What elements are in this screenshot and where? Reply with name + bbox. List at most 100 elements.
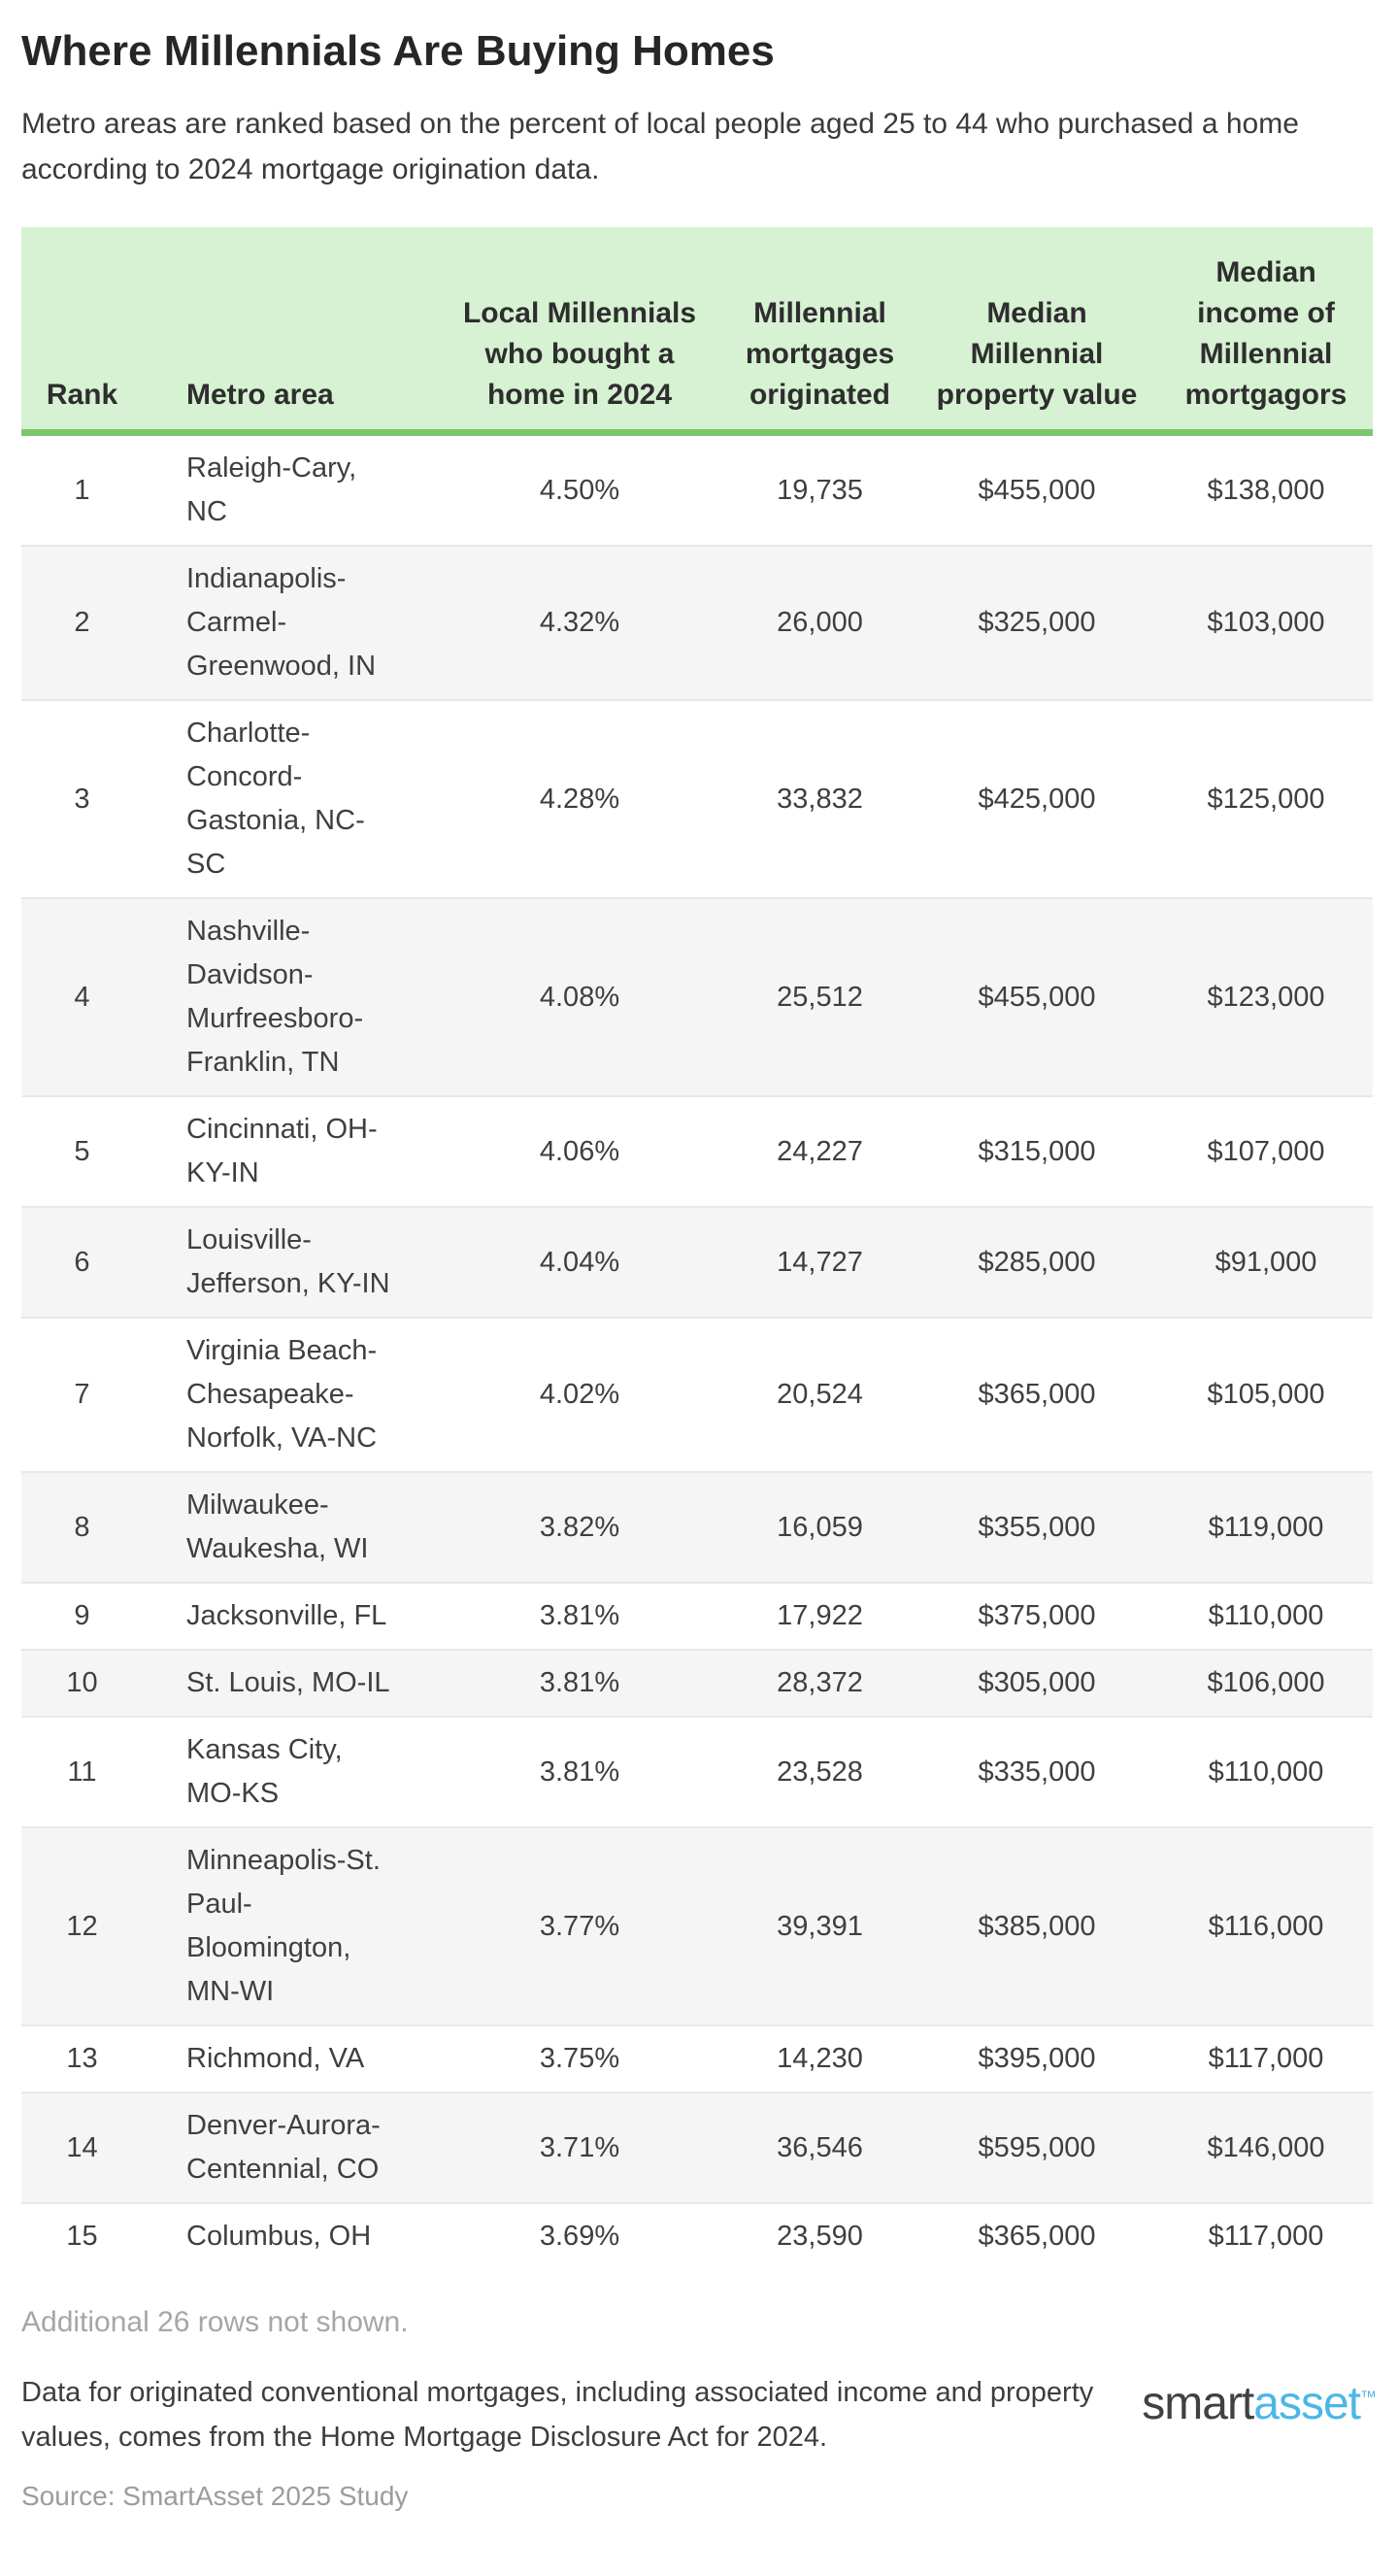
mortgages-cell: 23,590 <box>777 2221 863 2252</box>
metro-area-cell: Charlotte-Concord-Gastonia, NC-SC <box>186 718 365 880</box>
income-cell: $125,000 <box>1207 783 1325 815</box>
rank-cell: 2 <box>74 607 90 638</box>
rank-cell: 4 <box>74 981 90 1013</box>
pct-bought-cell: 3.82% <box>539 1511 620 1543</box>
metro-area-cell: Louisville-Jefferson, KY-IN <box>186 1224 390 1299</box>
additional-rows-note: Additional 26 rows not shown. <box>21 2306 409 2338</box>
table-row: 1 Raleigh-Cary, NC 4.50% 19,735 $455,000… <box>21 433 1373 547</box>
property-value-cell: $385,000 <box>978 1910 1096 1942</box>
income-cell: $105,000 <box>1207 1379 1325 1410</box>
income-cell: $110,000 <box>1208 1756 1324 1788</box>
rank-cell: 11 <box>67 1756 97 1788</box>
table-row: 4 Nashville-Davidson-Murfreesboro-Frankl… <box>21 898 1373 1096</box>
pct-bought-cell: 3.77% <box>539 1910 620 1942</box>
mortgages-cell: 24,227 <box>777 1135 863 1167</box>
table-body: 1 Raleigh-Cary, NC 4.50% 19,735 $455,000… <box>21 433 1373 2270</box>
income-cell: $103,000 <box>1207 607 1325 638</box>
table-row: 6 Louisville-Jefferson, KY-IN 4.04% 14,7… <box>21 1207 1373 1318</box>
infographic-page: Where Millennials Are Buying Homes Metro… <box>0 25 1398 2535</box>
metro-area-cell: Kansas City, MO-KS <box>186 1734 343 1809</box>
source-note: Source: SmartAsset 2025 Study <box>21 2481 409 2511</box>
income-cell: $117,000 <box>1208 2221 1324 2252</box>
data-footnote: Data for originated conventional mortgag… <box>21 2377 1094 2453</box>
table-row: 12 Minneapolis-St. Paul-Bloomington, MN-… <box>21 1827 1373 2025</box>
table-row: 2 Indianapolis-Carmel-Greenwood, IN 4.32… <box>21 546 1373 700</box>
column-header-rank: Rank <box>21 227 143 436</box>
millennial-homebuyers-table: Rank Metro area Local Millennials who bo… <box>21 227 1373 2269</box>
table-header: Rank Metro area Local Millennials who bo… <box>21 227 1373 436</box>
mortgages-cell: 16,059 <box>777 1511 863 1543</box>
pct-bought-cell: 3.81% <box>539 1667 620 1698</box>
column-header-pct-bought: Local Millennials who bought a home in 2… <box>434 227 725 436</box>
footer: Data for originated conventional mortgag… <box>21 2370 1377 2459</box>
income-cell: $138,000 <box>1207 474 1325 506</box>
property-value-cell: $595,000 <box>978 2131 1096 2163</box>
property-value-cell: $305,000 <box>978 1667 1096 1698</box>
income-cell: $91,000 <box>1215 1246 1317 1278</box>
rank-cell: 10 <box>66 1667 98 1698</box>
table-row: 5 Cincinnati, OH-KY-IN 4.06% 24,227 $315… <box>21 1096 1373 1207</box>
table-row: 11 Kansas City, MO-KS 3.81% 23,528 $335,… <box>21 1717 1373 1827</box>
metro-area-cell: Cincinnati, OH-KY-IN <box>186 1114 378 1188</box>
table-header-row: Rank Metro area Local Millennials who bo… <box>21 227 1373 436</box>
pct-bought-cell: 3.81% <box>539 1600 620 1631</box>
pct-bought-cell: 4.02% <box>539 1379 620 1410</box>
metro-area-cell: Minneapolis-St. Paul-Bloomington, MN-WI <box>186 1845 381 2007</box>
income-cell: $117,000 <box>1208 2043 1324 2074</box>
column-header-property-value: Median Millennial property value <box>915 227 1159 436</box>
rank-cell: 12 <box>66 1910 98 1942</box>
mortgages-cell: 14,230 <box>777 2043 863 2074</box>
property-value-cell: $335,000 <box>978 1756 1096 1788</box>
mortgages-cell: 36,546 <box>777 2131 863 2163</box>
mortgages-cell: 25,512 <box>777 981 863 1013</box>
income-cell: $119,000 <box>1208 1511 1324 1543</box>
rank-cell: 13 <box>66 2043 98 2074</box>
logo-text-smart: smart <box>1142 2378 1254 2429</box>
rank-cell: 9 <box>74 1600 90 1631</box>
metro-area-cell: Milwaukee-Waukesha, WI <box>186 1489 369 1564</box>
income-cell: $146,000 <box>1207 2131 1325 2163</box>
rank-cell: 5 <box>74 1135 90 1167</box>
mortgages-cell: 26,000 <box>777 607 863 638</box>
rank-cell: 15 <box>66 2221 98 2252</box>
mortgages-cell: 28,372 <box>777 1667 863 1698</box>
pct-bought-cell: 3.71% <box>539 2131 620 2163</box>
property-value-cell: $365,000 <box>978 2221 1096 2252</box>
pct-bought-cell: 3.81% <box>539 1756 620 1788</box>
page-subtitle: Metro areas are ranked based on the perc… <box>21 108 1299 185</box>
property-value-cell: $365,000 <box>978 1379 1096 1410</box>
property-value-cell: $455,000 <box>978 474 1096 506</box>
table-row: 13 Richmond, VA 3.75% 14,230 $395,000 $1… <box>21 2025 1373 2092</box>
metro-area-cell: Virginia Beach-Chesapeake-Norfolk, VA-NC <box>186 1335 378 1454</box>
page-title: Where Millennials Are Buying Homes <box>21 27 775 75</box>
mortgages-cell: 19,735 <box>777 474 863 506</box>
income-cell: $107,000 <box>1207 1135 1325 1167</box>
mortgages-cell: 20,524 <box>777 1379 863 1410</box>
metro-area-cell: Richmond, VA <box>186 2043 365 2074</box>
metro-area-cell: Jacksonville, FL <box>186 1600 387 1631</box>
table-row: 9 Jacksonville, FL 3.81% 17,922 $375,000… <box>21 1583 1373 1650</box>
table-row: 14 Denver-Aurora-Centennial, CO 3.71% 36… <box>21 2092 1373 2203</box>
pct-bought-cell: 3.75% <box>539 2043 620 2074</box>
column-header-metro-area: Metro area <box>143 227 434 436</box>
rank-cell: 7 <box>74 1379 90 1410</box>
income-cell: $123,000 <box>1207 981 1325 1013</box>
pct-bought-cell: 4.32% <box>539 607 620 638</box>
property-value-cell: $375,000 <box>978 1600 1096 1631</box>
table-row: 15 Columbus, OH 3.69% 23,590 $365,000 $1… <box>21 2203 1373 2269</box>
rank-cell: 6 <box>74 1246 90 1278</box>
pct-bought-cell: 4.28% <box>539 783 620 815</box>
table-row: 10 St. Louis, MO-IL 3.81% 28,372 $305,00… <box>21 1650 1373 1717</box>
metro-area-cell: Raleigh-Cary, NC <box>186 452 357 527</box>
smartasset-logo: smartasset™ <box>1142 2372 1377 2429</box>
metro-area-cell: Nashville-Davidson-Murfreesboro-Franklin… <box>186 916 364 1078</box>
property-value-cell: $425,000 <box>978 783 1096 815</box>
property-value-cell: $455,000 <box>978 981 1096 1013</box>
metro-area-cell: St. Louis, MO-IL <box>186 1667 390 1698</box>
property-value-cell: $355,000 <box>978 1511 1096 1543</box>
mortgages-cell: 39,391 <box>777 1910 863 1942</box>
property-value-cell: $325,000 <box>978 607 1096 638</box>
column-header-income: Median income of Millennial mortgagors <box>1159 227 1373 436</box>
column-header-mortgages: Millennial mortgages originated <box>725 227 915 436</box>
mortgages-cell: 33,832 <box>777 783 863 815</box>
